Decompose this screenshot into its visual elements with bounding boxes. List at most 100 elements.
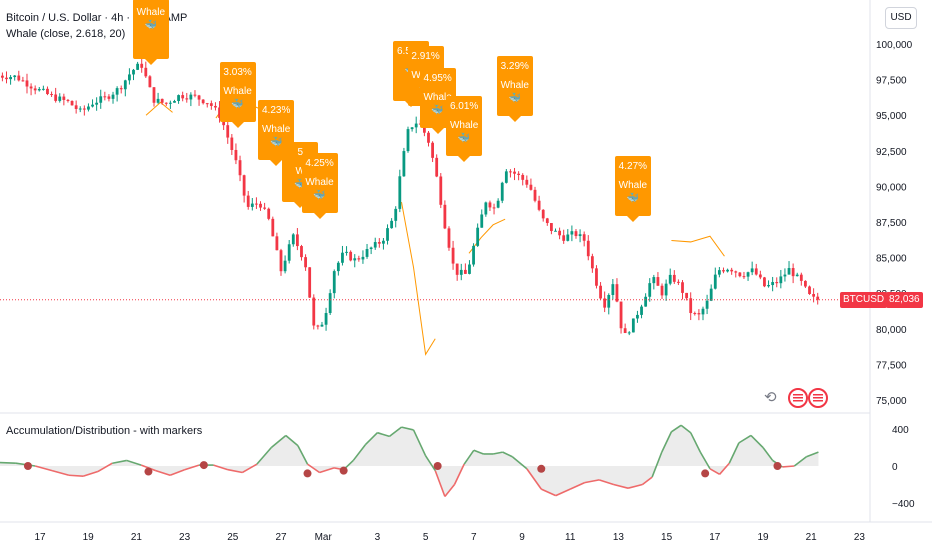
candle-body [447, 228, 451, 248]
candle-body [390, 220, 394, 229]
candle-body [627, 332, 631, 334]
candle-body [275, 236, 279, 251]
candle-body [267, 208, 271, 219]
osc-marker [537, 464, 546, 473]
time-tick-label: 5 [423, 532, 429, 543]
time-tick-label: 19 [83, 532, 95, 543]
whale-band-line [401, 201, 436, 356]
candle-body [451, 247, 455, 264]
osc-line-segment [184, 464, 200, 471]
candle-body [332, 271, 336, 294]
price-tick-label: 90,000 [876, 182, 907, 193]
candle-body [218, 107, 221, 118]
osc-line-segment [352, 444, 366, 461]
whale-label[interactable]: Whale 🐳 [132, 0, 169, 66]
candle-body [631, 318, 635, 333]
candle-body [156, 98, 160, 103]
candle-body [668, 274, 672, 284]
osc-line-segment [307, 463, 321, 474]
osc-marker [199, 461, 208, 470]
time-tick-label: 15 [661, 532, 673, 543]
candle-body [726, 269, 729, 272]
whale-percent: 4.27% [618, 161, 648, 172]
osc-marker [23, 462, 32, 470]
candle-body [5, 77, 8, 80]
candle-body [373, 242, 377, 248]
candle-body [554, 230, 557, 232]
candle-body [33, 88, 37, 91]
price-axis[interactable]: 100,000 97,500 95,000 92,500 90,000 87,500 85,… [876, 40, 913, 407]
candle-body [189, 94, 193, 100]
time-axis[interactable]: 17 19 21 23 25 27 Mar 3 5 7 9 11 13 15 17 19 21 23 [34, 532, 865, 543]
whale-percent: 4.95% [423, 72, 452, 84]
candle-body [504, 171, 508, 183]
osc-area [0, 425, 819, 497]
candle-body [431, 142, 434, 158]
whale-band-line [671, 235, 725, 257]
candle-body [382, 240, 385, 244]
candle-body [152, 87, 156, 103]
candle-body [590, 256, 594, 269]
currency-button[interactable]: USD [885, 7, 917, 29]
candle-body [271, 218, 275, 237]
candle-body [750, 268, 754, 273]
osc-marker [144, 467, 153, 476]
whale-label[interactable]: 4.27% Whale 🐳 [614, 156, 651, 222]
candle-body [681, 282, 684, 293]
replay-icon[interactable]: ⟲ [764, 389, 777, 406]
candle-body [99, 96, 103, 103]
candle-body [783, 274, 787, 277]
osc-line-segment [651, 451, 663, 478]
osc-line-segment [453, 463, 465, 485]
us-flag-icon[interactable] [808, 388, 828, 408]
oscillator-legend[interactable]: Accumulation/Distribution - with markers [6, 425, 202, 437]
osc-marker [773, 462, 782, 470]
candle-body [463, 269, 467, 274]
candle-body [513, 171, 516, 174]
candle-body [713, 274, 717, 289]
whale-percent: 2.91% [411, 51, 440, 63]
candle-body [283, 260, 287, 272]
candle-body [87, 106, 90, 110]
candle-body [562, 235, 566, 241]
oscillator-title[interactable]: Accumulation/Distribution - with markers [6, 425, 203, 437]
candle-body [336, 262, 340, 272]
candle-body [517, 173, 521, 175]
us-flag-icon[interactable] [788, 388, 808, 408]
whale-label[interactable]: 6.01% Whale 🐳 [446, 96, 483, 163]
candle-body [377, 242, 381, 244]
osc-line-segment [661, 431, 673, 453]
time-tick-label: 27 [275, 532, 287, 543]
time-tick-label: 17 [34, 532, 46, 543]
candle-body [701, 308, 705, 315]
indicator-title[interactable]: Whale (close, 2.618, 20) [6, 28, 126, 40]
price-tick-label: 80,000 [876, 325, 907, 336]
candle-body [787, 268, 791, 275]
candle-body [804, 280, 807, 287]
osc-tick-label: 0 [892, 462, 898, 473]
candle-body [742, 276, 746, 278]
candle-body [779, 276, 783, 284]
indicator-legend[interactable]: Whale (close, 2.618, 20) [6, 28, 125, 40]
whale-label[interactable]: 3.03% Whale 🐳 [219, 62, 256, 129]
osc-line-segment [569, 481, 585, 490]
price-tick-label: 87,500 [876, 218, 907, 229]
whale-label[interactable]: 3.29% Whale 🐳 [496, 56, 533, 123]
candle-body [1, 75, 4, 78]
whale-label[interactable]: 4.25% Whale 🐳 [301, 153, 338, 220]
whale-text: Whale [500, 80, 529, 92]
candle-body [41, 88, 45, 90]
osc-line-segment [388, 426, 402, 438]
osc-line-segment [502, 451, 513, 458]
candle-body [82, 108, 86, 110]
candle-body [427, 132, 430, 143]
whale-text: Whale [261, 124, 291, 136]
candle-body [435, 157, 439, 177]
candle-body [74, 105, 78, 109]
candle-body [291, 234, 295, 245]
osc-marker [433, 462, 442, 470]
candle-body [738, 272, 742, 277]
candle-body [816, 296, 820, 300]
oscillator-axis[interactable]: 400 0 −400 [892, 425, 915, 510]
